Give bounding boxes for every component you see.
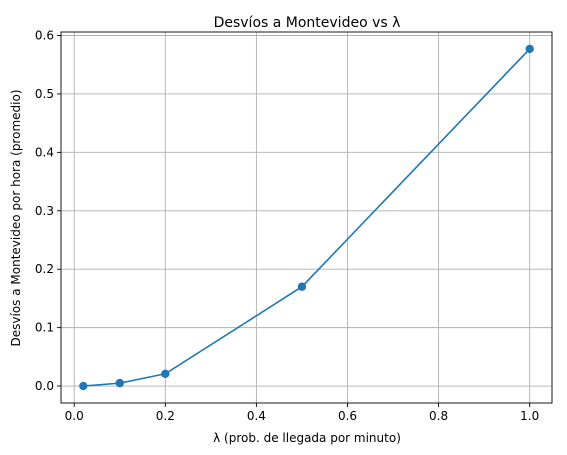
grid bbox=[61, 32, 552, 403]
y-tick-label: 0.0 bbox=[35, 379, 54, 393]
y-tick-label: 0.4 bbox=[35, 145, 54, 159]
data-point bbox=[161, 369, 170, 378]
y-tick-label: 0.1 bbox=[35, 321, 54, 335]
plot-frame bbox=[60, 31, 553, 404]
x-tick-label: 1.0 bbox=[520, 409, 539, 423]
chart-title: Desvíos a Montevideo vs λ bbox=[214, 15, 401, 31]
x-tick-label: 0.6 bbox=[338, 409, 357, 423]
x-tick-label: 0.4 bbox=[247, 409, 266, 423]
x-tick-label: 0.2 bbox=[156, 409, 175, 423]
x-axis-label: λ (prob. de llegada por minuto) bbox=[213, 431, 401, 445]
series-layer bbox=[79, 44, 534, 391]
y-tick-label: 0.6 bbox=[35, 29, 54, 43]
x-tick-label: 0.0 bbox=[65, 409, 84, 423]
x-tick-label: 0.8 bbox=[429, 409, 448, 423]
data-point bbox=[297, 282, 307, 291]
y-axis-label: Desvíos a Montevideo por hora (promedio) bbox=[9, 90, 23, 347]
y-tick-label: 0.2 bbox=[35, 262, 54, 276]
data-point bbox=[79, 381, 88, 391]
y-tick-label: 0.3 bbox=[35, 204, 54, 218]
series-line bbox=[83, 48, 531, 387]
y-axis-ticks: 0.0 0.1 0.2 0.3 0.4 0.5 0.6 bbox=[35, 29, 61, 393]
y-tick-label: 0.5 bbox=[35, 87, 54, 101]
data-point bbox=[525, 44, 534, 54]
x-axis-ticks: 0.0 0.2 0.4 0.6 0.8 1.0 bbox=[65, 403, 539, 423]
data-point bbox=[115, 378, 124, 388]
